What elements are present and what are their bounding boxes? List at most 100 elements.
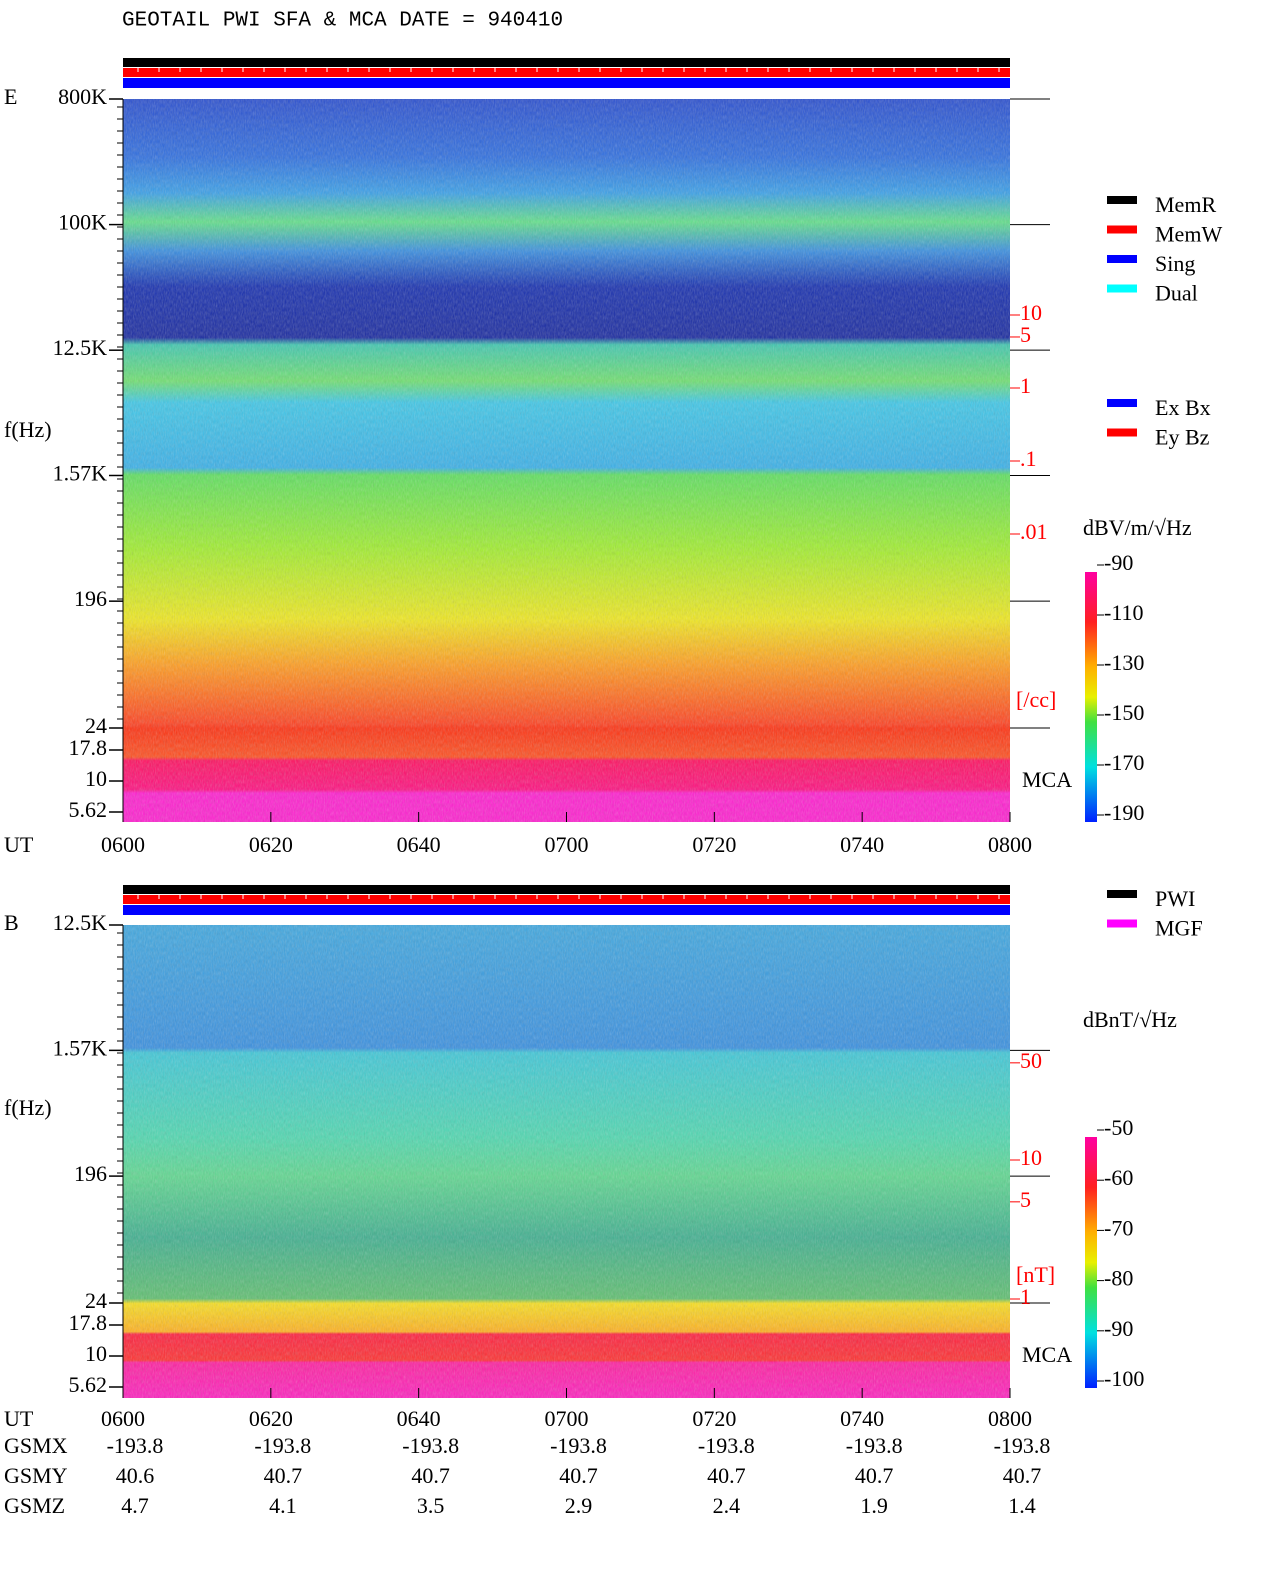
orbit-value: -193.8 [550,1433,607,1458]
colorbar-tick-label: -50 [1104,1115,1133,1140]
y-tick-label: 196 [74,586,107,611]
orbit-value: 2.4 [713,1493,741,1518]
mca-label: MCA [1022,1342,1072,1367]
y-tick-label: 17.8 [69,1310,108,1335]
x-tick-label: 0640 [397,832,441,857]
y2-tick-label: 5 [1020,322,1031,347]
legend-label: Sing [1155,251,1195,276]
page-title: GEOTAIL PWI SFA & MCA DATE = 940410 [122,10,563,33]
orbit-value: -193.8 [698,1433,755,1458]
y2-axis-label: [nT] [1016,1262,1055,1287]
y2-tick-label: 10 [1020,1145,1042,1170]
y2-axis-label: [/cc] [1016,687,1056,712]
legend-label: Ey Bz [1155,425,1210,450]
y2-tick-label: .1 [1020,446,1037,471]
orbit-row-name: GSMY [4,1463,68,1488]
y2-tick-label: 5 [1020,1187,1031,1212]
orbit-value: 40.7 [855,1463,894,1488]
y-axis-label: f(Hz) [4,417,52,442]
y2-tick-label: 1 [1020,373,1031,398]
orbit-value: 40.7 [1003,1463,1042,1488]
panel-label: B [4,910,19,935]
y-tick-label: 10 [85,1341,107,1366]
orbit-value: 4.7 [121,1493,149,1518]
colorbar-tick-label: -90 [1104,1316,1133,1341]
y-tick-label: 100K [58,210,107,235]
y-tick-label: 800K [58,84,107,109]
orbit-value: 40.7 [264,1463,303,1488]
mca-label: MCA [1022,767,1072,792]
colorbar-tick-label: -80 [1104,1266,1133,1291]
y-tick-label: 10 [85,766,107,791]
colorbar-unit: dBV/m/√Hz [1083,515,1192,540]
spectrogram-texture [123,99,1010,822]
x-tick-label: 0700 [545,832,589,857]
legend-label: MGF [1155,916,1203,941]
y2-tick-label: 10 [1020,300,1042,325]
x-tick-label: 0720 [692,832,736,857]
legend-label: Ex Bx [1155,395,1211,420]
legend-swatch [1107,196,1137,204]
panel-label: E [4,84,17,109]
colorbar [1085,1137,1097,1388]
orbit-value: 40.7 [411,1463,450,1488]
orbit-value: 4.1 [269,1493,297,1518]
legend-label: MemW [1155,222,1222,247]
status-bar [123,78,1010,88]
x-tick-label: 0600 [101,832,145,857]
colorbar-tick-label: -150 [1104,700,1144,725]
colorbar-unit: dBnT/√Hz [1083,1007,1177,1032]
y-tick-label: 5.62 [69,1372,108,1397]
x-tick-label: 0720 [692,1406,736,1431]
orbit-value: 40.6 [116,1463,155,1488]
y-tick-label: 12.5K [53,335,108,360]
colorbar-tick-label: -90 [1104,550,1133,575]
colorbar [1085,572,1097,822]
orbit-value: 3.5 [417,1493,445,1518]
legend-swatch [1107,284,1137,293]
y2-tick-label: 1 [1020,1284,1031,1309]
x-tick-label: 0620 [249,832,293,857]
y2-tick-label: .01 [1020,519,1048,544]
x-axis-label: UT [4,1406,34,1431]
y-tick-label: 24 [85,1288,107,1313]
x-tick-label: 0600 [101,1406,145,1431]
legend-swatch [1107,428,1137,437]
colorbar-tick-label: -170 [1104,750,1144,775]
orbit-row-name: GSMX [4,1433,68,1458]
y-axis-label: f(Hz) [4,1095,52,1120]
x-tick-label: 0740 [840,1406,884,1431]
colorbar-tick-label: -130 [1104,650,1144,675]
x-tick-label: 0700 [545,1406,589,1431]
colorbar-tick-label: -60 [1104,1165,1133,1190]
orbit-value: -193.8 [107,1433,164,1458]
legend-label: MemR [1155,192,1216,217]
y-tick-label: 24 [85,713,107,738]
colorbar-tick-label: -70 [1104,1215,1133,1240]
status-bar [123,895,1010,904]
colorbar-tick-label: -190 [1104,800,1144,825]
orbit-value: 1.9 [860,1493,888,1518]
legend-swatch [1107,255,1137,263]
x-axis-label: UT [4,832,34,857]
status-bar [123,58,1010,67]
y-tick-label: 196 [74,1161,107,1186]
orbit-value: -193.8 [846,1433,903,1458]
orbit-value: 40.7 [559,1463,598,1488]
legend-swatch [1107,399,1137,407]
y-tick-label: 1.57K [53,1035,108,1060]
x-tick-label: 0800 [988,1406,1032,1431]
orbit-value: 2.9 [565,1493,593,1518]
legend-swatch [1107,919,1137,928]
orbit-row-name: GSMZ [4,1493,65,1518]
y-tick-label: 17.8 [69,735,108,760]
orbit-value: 1.4 [1008,1493,1036,1518]
status-bar [123,68,1010,77]
spectrogram-texture [123,925,1010,1398]
orbit-value: -193.8 [994,1433,1051,1458]
colorbar-tick-label: -110 [1104,600,1144,625]
x-tick-label: 0620 [249,1406,293,1431]
